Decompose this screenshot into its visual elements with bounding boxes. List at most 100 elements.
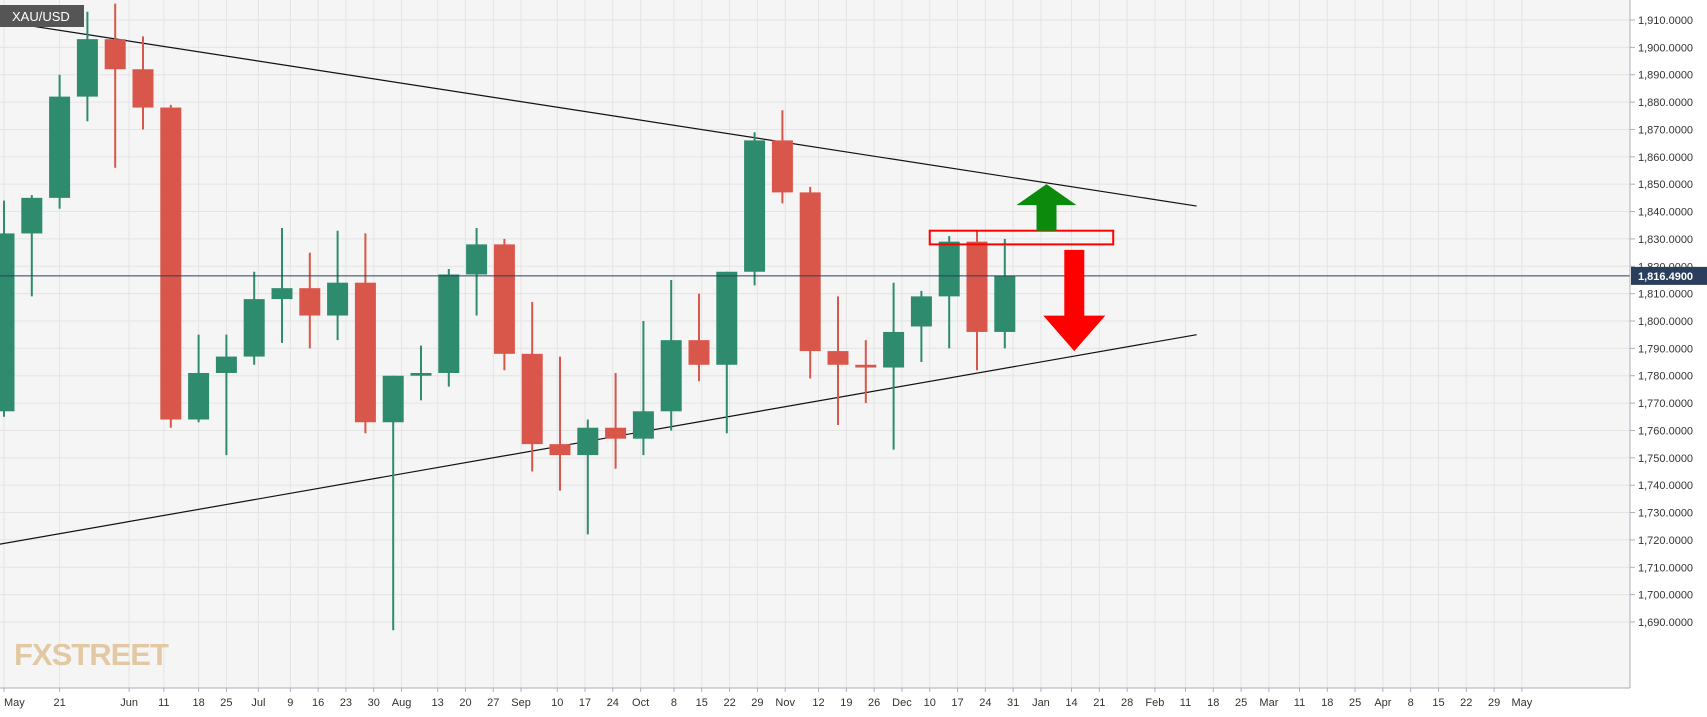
candle-down <box>493 238 515 371</box>
candle-body <box>632 411 654 439</box>
x-tick-label: Sep <box>511 697 531 709</box>
x-tick-label: Jul <box>251 697 265 709</box>
candle-down <box>104 3 126 168</box>
fxstreet-logo: FXSTREET <box>14 637 169 672</box>
candle-body <box>466 244 488 275</box>
x-tick-label: 24 <box>979 697 991 709</box>
x-tick-label: 18 <box>1207 697 1219 709</box>
candle-down <box>160 104 182 428</box>
x-tick-label: 15 <box>696 697 708 709</box>
candle-down <box>132 36 154 130</box>
x-tick-label: 17 <box>951 697 963 709</box>
x-tick-label: 10 <box>924 697 936 709</box>
candle-body <box>771 140 793 193</box>
x-tick-label: 11 <box>1180 697 1191 709</box>
candle-body <box>215 356 237 373</box>
candle-body <box>549 444 571 456</box>
x-tick-label: 25 <box>1235 697 1247 709</box>
candle-down <box>688 293 710 382</box>
candle-body <box>716 271 738 365</box>
x-tick-label: 18 <box>192 697 204 709</box>
candle-body <box>132 69 154 108</box>
candle-down <box>855 340 877 404</box>
candle-up <box>716 271 738 434</box>
candle-up <box>577 419 599 535</box>
y-tick-label: 1,790.0000 <box>1638 343 1693 355</box>
x-tick-label: 30 <box>368 697 380 709</box>
x-tick-label: 29 <box>751 697 763 709</box>
candle-body <box>577 427 599 456</box>
candle-down <box>966 230 988 371</box>
x-tick-label: 12 <box>812 697 824 709</box>
x-tick-label: 24 <box>607 697 619 709</box>
candle-down <box>605 372 627 469</box>
candle-body <box>438 274 460 373</box>
candle-up <box>215 334 237 456</box>
candle-body <box>160 107 182 420</box>
candle-up <box>466 227 488 316</box>
x-tick-label: Jan <box>1032 697 1050 709</box>
candle-body <box>104 39 126 70</box>
candle-up <box>382 375 404 631</box>
y-tick-label: 1,780.0000 <box>1638 371 1693 383</box>
candle-down <box>549 356 571 491</box>
x-tick-label: May <box>1511 697 1532 709</box>
symbol-label: XAU/USD <box>0 5 84 27</box>
x-tick-label: Feb <box>1145 697 1164 709</box>
candle-up <box>994 238 1016 349</box>
y-axis-background <box>1630 0 1707 712</box>
x-tick-label: 26 <box>868 697 880 709</box>
y-tick-label: 1,840.0000 <box>1638 207 1693 219</box>
x-tick-label: 10 <box>551 697 563 709</box>
trendline-resistance <box>0 20 1197 207</box>
candle-up <box>938 236 960 349</box>
x-tick-label: 17 <box>579 697 591 709</box>
candle-body <box>76 39 98 97</box>
current-price-badge-text: 1,816.4900 <box>1638 271 1693 283</box>
candle-body <box>688 340 710 365</box>
x-tick-label: Aug <box>392 697 412 709</box>
candle-body <box>605 427 627 439</box>
candle-body <box>0 233 15 412</box>
y-axis: 1,690.0000 1,700.0000 1,710.0000 1,720.0000… <box>1630 15 1693 629</box>
candle-up <box>188 334 210 423</box>
candles <box>0 3 1016 631</box>
candle-up <box>632 321 654 456</box>
x-tick-label: Mar <box>1259 697 1278 709</box>
y-tick-label: 1,710.0000 <box>1638 562 1693 574</box>
x-tick-label: 21 <box>53 697 65 709</box>
candle-down <box>827 296 849 425</box>
symbol-label-text: XAU/USD <box>12 9 70 24</box>
candle-up <box>76 11 98 122</box>
candle-body <box>188 372 210 420</box>
y-tick-label: 1,730.0000 <box>1638 508 1693 520</box>
x-tick-label: 11 <box>1294 697 1305 709</box>
current-price-badge-bg <box>1631 266 1707 285</box>
x-tick-label: Dec <box>892 697 912 709</box>
annotations <box>928 184 1115 352</box>
candle-up <box>243 271 265 365</box>
candle-body <box>410 372 432 376</box>
x-tick-label: 25 <box>220 697 232 709</box>
x-tick-label: 11 <box>158 697 169 709</box>
candle-up <box>660 279 682 431</box>
x-tick-label: 8 <box>1408 697 1414 709</box>
x-tick-label: Jun <box>120 697 138 709</box>
y-tick-label: 1,800.0000 <box>1638 316 1693 328</box>
candle-body <box>521 353 543 445</box>
candle-up <box>438 269 460 387</box>
y-tick-label: 1,910.0000 <box>1638 15 1693 27</box>
candle-body <box>493 244 515 354</box>
price-badge: 1,816.4900 <box>1631 266 1707 285</box>
x-tick-label: 9 <box>287 697 293 709</box>
candle-up <box>21 195 43 297</box>
y-tick-label: 1,870.0000 <box>1638 124 1693 136</box>
y-tick-label: 1,880.0000 <box>1638 97 1693 109</box>
x-tick-label: Oct <box>632 697 649 709</box>
y-tick-label: 1,700.0000 <box>1638 590 1693 602</box>
candle-down <box>299 252 321 349</box>
arrow-down-icon <box>1043 249 1106 352</box>
x-tick-label: 15 <box>1432 697 1444 709</box>
candle-body <box>354 282 376 423</box>
